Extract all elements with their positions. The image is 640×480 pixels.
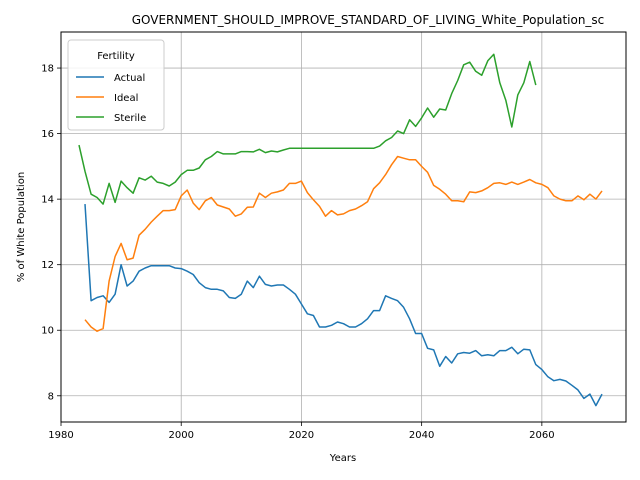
legend-entries: Actual Ideal Sterile bbox=[76, 73, 146, 124]
x-tick-label: 2040 bbox=[409, 430, 434, 441]
x-tick-label: 2060 bbox=[529, 430, 554, 441]
series-layer bbox=[78, 53, 603, 407]
x-tick-label: 1980 bbox=[48, 430, 73, 441]
x-tick-label: 2020 bbox=[289, 430, 314, 441]
x-axis: 1980 2000 2020 2040 2060 bbox=[48, 422, 555, 441]
series-line-ideal bbox=[84, 155, 603, 332]
y-tick-label: 16 bbox=[41, 129, 54, 140]
legend-label-ideal: Ideal bbox=[114, 93, 138, 104]
y-tick-label: 10 bbox=[41, 326, 54, 337]
legend-label-actual: Actual bbox=[114, 73, 145, 84]
chart-title: GOVERNMENT_SHOULD_IMPROVE_STANDARD_OF_LI… bbox=[132, 13, 605, 27]
legend-box bbox=[67, 39, 165, 131]
y-axis: 8 10 12 14 16 18 bbox=[41, 64, 61, 402]
plot-frame bbox=[60, 31, 627, 423]
y-tick-label: 14 bbox=[41, 195, 54, 206]
series-line-actual bbox=[84, 204, 603, 407]
y-axis-label: % of White Population bbox=[16, 172, 27, 282]
series-line-sterile bbox=[78, 53, 537, 205]
x-axis-label: Years bbox=[329, 453, 356, 464]
y-tick-label: 12 bbox=[41, 260, 54, 271]
y-tick-label: 8 bbox=[48, 391, 54, 402]
legend-label-sterile: Sterile bbox=[114, 113, 146, 124]
y-tick-label: 18 bbox=[41, 64, 54, 75]
legend: Fertility Actual Ideal Sterile bbox=[67, 39, 165, 131]
x-tick-label: 2000 bbox=[168, 430, 193, 441]
legend-title: Fertility bbox=[97, 51, 135, 62]
